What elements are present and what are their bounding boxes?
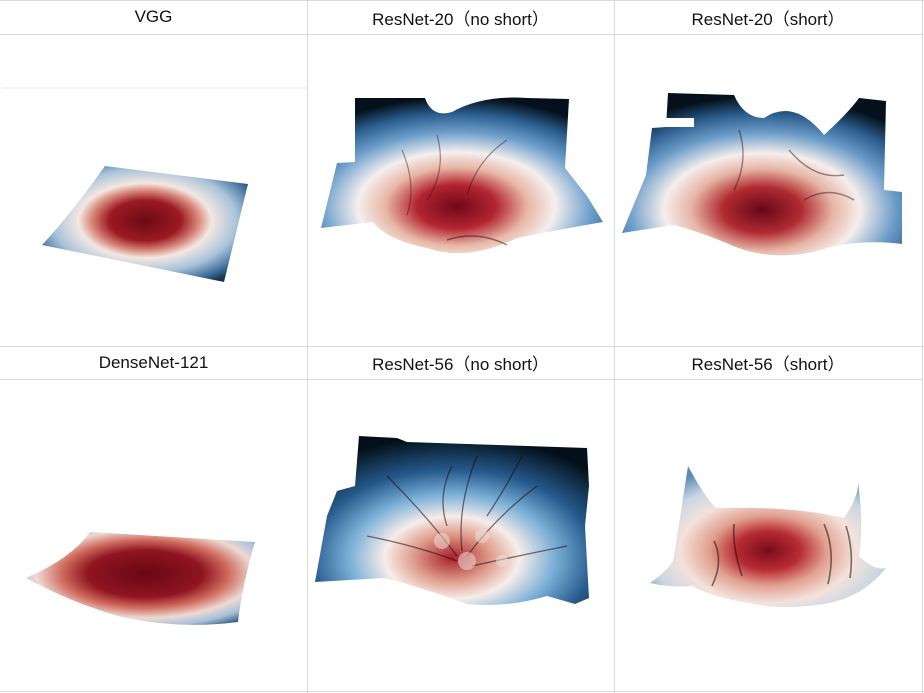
- grid-divider-h0: [0, 0, 924, 1]
- panel-title: ResNet-56（no short）: [307, 346, 614, 380]
- panel-vgg: VGG: [0, 0, 307, 346]
- panel-title: ResNet-20（short）: [614, 0, 922, 35]
- resnet20-short-loss-surface: [622, 93, 902, 256]
- panel-title: VGG: [0, 0, 307, 35]
- panel-title: ResNet-56（short）: [614, 346, 922, 380]
- panel-resnet20-noshort: ResNet-20（no short）: [307, 0, 614, 346]
- resnet56-short-loss-surface: [650, 466, 886, 607]
- densenet121-loss-surface: [26, 532, 255, 625]
- resnet56-noshort-loss-surface: [315, 436, 589, 605]
- vgg-loss-surface: [2, 87, 306, 282]
- panel-resnet56-noshort: ResNet-56（no short）: [307, 346, 614, 691]
- resnet20-noshort-loss-surface: [321, 97, 603, 254]
- panel-resnet56-short: ResNet-56（short）: [614, 346, 922, 691]
- panel-densenet121: DenseNet-121: [0, 346, 307, 691]
- grid-divider-h2: [0, 691, 924, 692]
- panel-title: ResNet-20（no short）: [307, 0, 614, 35]
- panel-resnet20-short: ResNet-20（short）: [614, 0, 922, 346]
- grid-divider-h1: [0, 346, 924, 347]
- panel-title: DenseNet-121: [0, 346, 307, 380]
